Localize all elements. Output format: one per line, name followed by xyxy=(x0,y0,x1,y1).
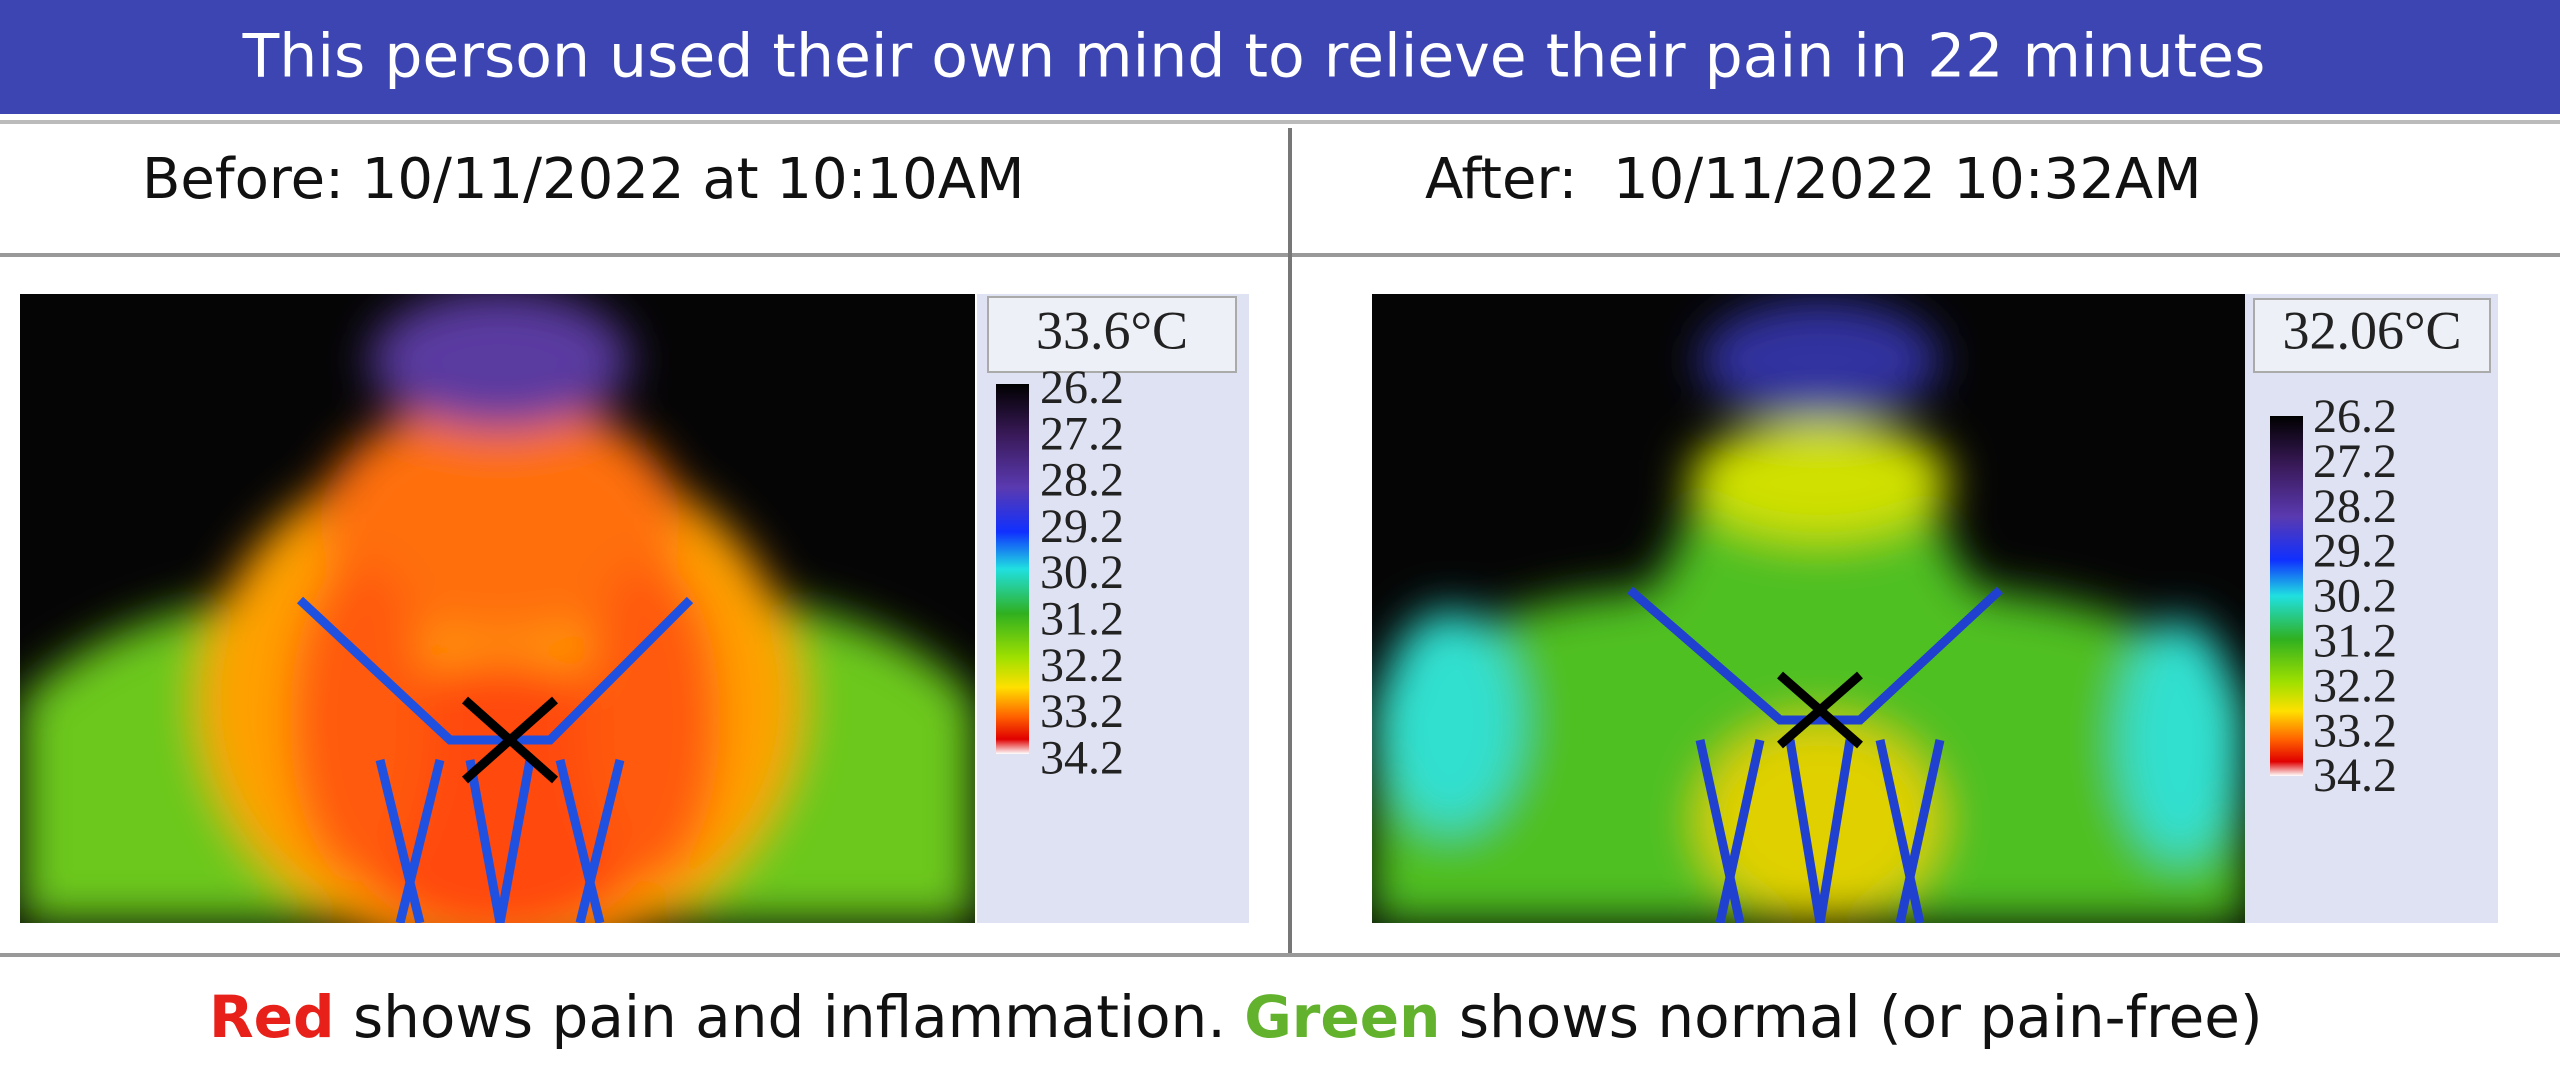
scale-label: 27.2 xyxy=(2313,435,2397,488)
scale-label: 32.2 xyxy=(2313,659,2397,712)
scale-label: 32.2 xyxy=(1040,639,1124,692)
scale-label: 27.2 xyxy=(1040,407,1124,460)
caption-text: shows normal (or pain-free) xyxy=(1459,983,2263,1051)
panel-label: Before: 10/11/2022 at 10:10AM xyxy=(142,147,1024,212)
scale-label: 34.2 xyxy=(2313,749,2397,802)
temperature: 32.06°C xyxy=(2282,300,2461,360)
scale-label: 30.2 xyxy=(2313,570,2397,623)
scale-label: 29.2 xyxy=(2313,525,2397,578)
scale-label: 33.2 xyxy=(2313,704,2397,757)
scale-label: 26.2 xyxy=(1040,361,1124,414)
scale-label: 28.2 xyxy=(1040,454,1124,507)
caption-text: shows pain and inflammation. xyxy=(353,983,1226,1051)
scale-label: 28.2 xyxy=(2313,480,2397,533)
title: This person used their own mind to relie… xyxy=(242,22,2266,92)
scale-label: 31.2 xyxy=(2313,615,2397,668)
temperature: 33.6°C xyxy=(1036,300,1188,360)
scale-label: 29.2 xyxy=(1040,500,1124,553)
color-bar xyxy=(2270,416,2303,776)
thermal-image xyxy=(1372,294,2245,923)
scale-label: 30.2 xyxy=(1040,546,1124,599)
scale-label: 31.2 xyxy=(1040,593,1124,646)
caption-red: Red xyxy=(209,983,335,1051)
scale-label: 26.2 xyxy=(2313,390,2397,443)
temperature-box xyxy=(2253,298,2491,373)
header-bar xyxy=(0,0,2560,114)
temperature-box xyxy=(987,296,1237,373)
thermal-image xyxy=(20,294,975,923)
scale-label: 34.2 xyxy=(1040,731,1124,784)
color-bar xyxy=(996,384,1029,754)
panel-label: After: 10/11/2022 10:32AM xyxy=(1425,147,2202,212)
caption: Red shows pain and inflammation. Green s… xyxy=(209,983,2263,1051)
scale-label: 33.2 xyxy=(1040,685,1124,738)
caption-green: Green xyxy=(1244,983,1440,1051)
